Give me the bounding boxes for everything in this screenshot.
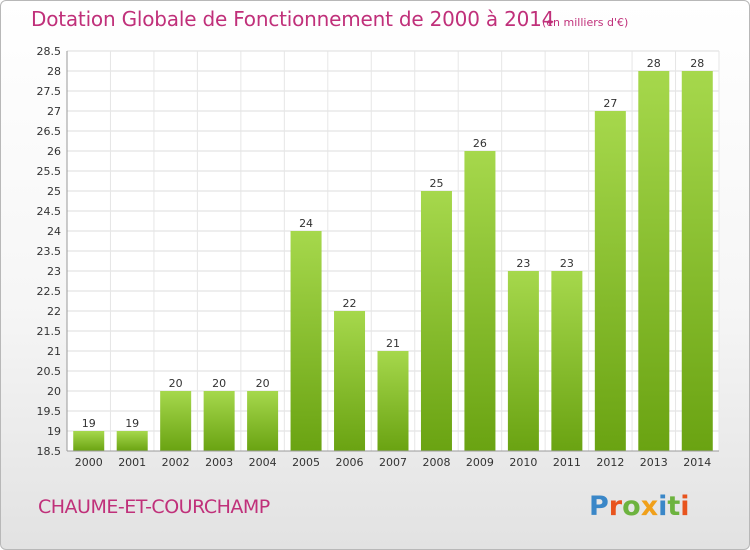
y-tick-label: 22.5: [37, 285, 62, 298]
chart-unit: (en milliers d'€): [542, 16, 629, 29]
x-tick-label-2009: 2009: [466, 456, 494, 469]
y-tick-label: 25: [47, 185, 61, 198]
y-tick-label: 25.5: [37, 165, 62, 178]
bar-2004: [247, 391, 279, 451]
bar-2010: [507, 271, 539, 451]
data-label-2009: 26: [473, 137, 487, 150]
x-tick-label-2010: 2010: [509, 456, 537, 469]
data-label-2013: 28: [647, 57, 661, 70]
x-tick-label-2014: 2014: [683, 456, 711, 469]
bar-2007: [377, 351, 409, 451]
bar-2011: [551, 271, 583, 451]
data-label-2004: 20: [256, 377, 270, 390]
data-label-2010: 23: [516, 257, 530, 270]
y-tick-label: 28: [47, 65, 61, 78]
x-tick-label-2007: 2007: [379, 456, 407, 469]
y-tick-label: 20: [47, 385, 61, 398]
y-tick-label: 22: [47, 305, 61, 318]
y-tick-label: 23: [47, 265, 61, 278]
bar-2001: [116, 431, 148, 451]
data-label-2007: 21: [386, 337, 400, 350]
data-label-2008: 25: [429, 177, 443, 190]
y-tick-label: 24.5: [37, 205, 62, 218]
x-tick-label-2012: 2012: [596, 456, 624, 469]
data-label-2000: 19: [82, 417, 96, 430]
y-tick-label: 19.5: [37, 405, 62, 418]
proxiti-logo: Proxiti: [589, 491, 690, 522]
x-tick-label-2002: 2002: [162, 456, 190, 469]
data-label-2006: 22: [343, 297, 357, 310]
y-tick-label: 28.5: [37, 45, 62, 58]
bar-2009: [464, 151, 496, 451]
axes: 18.5 19 19.5 20 20.5 21 21.5 22 22.5 23 23.5 24 24.5…: [37, 45, 719, 469]
y-tick-label: 26.5: [37, 125, 62, 138]
data-label-2005: 24: [299, 217, 313, 230]
data-label-2012: 27: [603, 97, 617, 110]
x-tick-label-2005: 2005: [292, 456, 320, 469]
data-label-2014: 28: [690, 57, 704, 70]
bar-2006: [334, 311, 366, 451]
y-tick-label: 24: [47, 225, 61, 238]
bar-2000: [73, 431, 105, 451]
y-tick-label: 26: [47, 145, 61, 158]
bar-2005: [290, 231, 322, 451]
chart-title: Dotation Globale de Fonctionnement de 20…: [31, 7, 555, 31]
x-tick-label-2011: 2011: [553, 456, 581, 469]
proxiti-logo-text: Proxiti: [589, 491, 690, 522]
y-tick-label: 21.5: [37, 325, 62, 338]
x-tick-label-2001: 2001: [118, 456, 146, 469]
bars: 19 19 20 20 20 24 22 21 25 26 23 23 27 28 28: [73, 57, 713, 451]
bar-2014: [681, 71, 713, 451]
y-tick-label: 21: [47, 345, 61, 358]
x-tick-label-2004: 2004: [249, 456, 277, 469]
x-tick-label-2013: 2013: [640, 456, 668, 469]
bar-2013: [638, 71, 670, 451]
data-label-2001: 19: [125, 417, 139, 430]
bar-2002: [160, 391, 192, 451]
x-tick-label-2000: 2000: [75, 456, 103, 469]
data-label-2011: 23: [560, 257, 574, 270]
data-label-2003: 20: [212, 377, 226, 390]
commune-name: CHAUME-ET-COURCHAMP: [38, 496, 270, 518]
x-tick-label-2006: 2006: [336, 456, 364, 469]
x-tick-label-2008: 2008: [422, 456, 450, 469]
data-label-2002: 20: [169, 377, 183, 390]
y-tick-label: 27: [47, 105, 61, 118]
y-tick-label: 19: [47, 425, 61, 438]
y-tick-label: 20.5: [37, 365, 62, 378]
y-tick-label: 23.5: [37, 245, 62, 258]
bar-2008: [420, 191, 452, 451]
bar-2003: [203, 391, 235, 451]
y-tick-label: 27.5: [37, 85, 62, 98]
bar-2012: [594, 111, 626, 451]
y-tick-label: 18.5: [37, 445, 62, 458]
x-tick-label-2003: 2003: [205, 456, 233, 469]
